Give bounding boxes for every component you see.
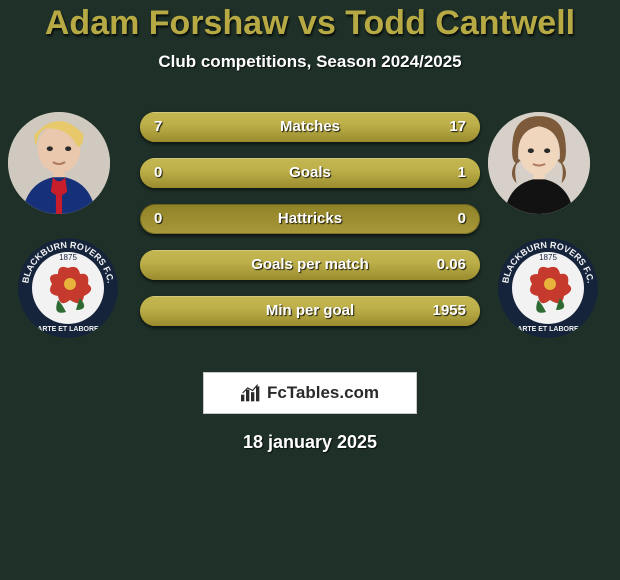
stat-bar: 00Hattricks [140,204,480,234]
club-crest-left: BLACKBURN ROVERS F.C.ARTE ET LABORE1875 [18,238,118,338]
stat-label: Matches [140,112,480,142]
player-avatar-right [488,112,590,214]
stat-bar: 1955Min per goal [140,296,480,326]
crest-icon: BLACKBURN ROVERS F.C.ARTE ET LABORE1875 [18,238,118,338]
stat-bar: 01Goals [140,158,480,188]
svg-text:ARTE ET LABORE: ARTE ET LABORE [517,326,579,333]
club-crest-right: BLACKBURN ROVERS F.C.ARTE ET LABORE1875 [498,238,598,338]
svg-text:ARTE ET LABORE: ARTE ET LABORE [37,326,99,333]
watermark: FcTables.com [203,372,417,414]
crest-icon: BLACKBURN ROVERS F.C.ARTE ET LABORE1875 [498,238,598,338]
player-avatar-left [8,112,110,214]
stat-bar: 717Matches [140,112,480,142]
stat-label: Min per goal [140,296,480,326]
comparison-panel: BLACKBURN ROVERS F.C.ARTE ET LABORE1875 … [0,100,620,360]
watermark-text: FcTables.com [267,383,379,403]
stat-label: Hattricks [140,204,480,234]
svg-text:1875: 1875 [59,253,77,262]
avatar-left-icon [8,112,110,214]
stat-label: Goals [140,158,480,188]
stat-bars: 717Matches 01Goals 00Hattricks 0.06Goals pe… [140,112,480,342]
stat-label: Goals per match [140,250,480,280]
date-stamp: 18 january 2025 [0,432,620,453]
avatar-right-icon [488,112,590,214]
svg-text:1875: 1875 [539,253,557,262]
subtitle: Club competitions, Season 2024/2025 [0,52,620,72]
stat-bar: 0.06Goals per match [140,250,480,280]
page-title: Adam Forshaw vs Todd Cantwell [0,0,620,42]
barchart-icon [241,384,261,402]
